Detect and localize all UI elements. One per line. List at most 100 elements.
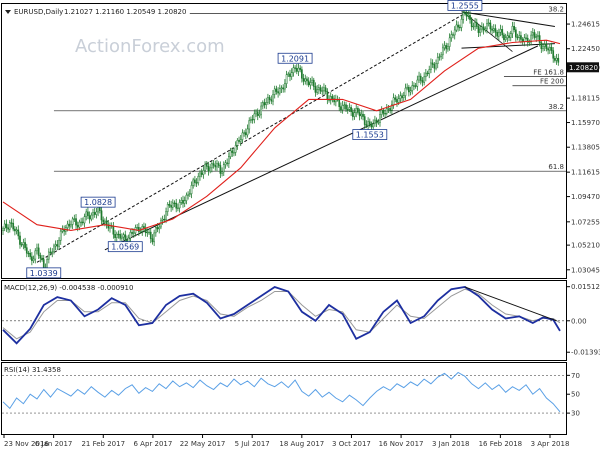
candle-body <box>182 199 184 204</box>
candle-body <box>2 228 4 231</box>
candle-body <box>236 140 239 146</box>
candle-body <box>280 87 283 89</box>
candle-body <box>499 29 502 33</box>
candle-body <box>402 95 405 99</box>
candle-body <box>550 47 553 51</box>
candle-body <box>270 99 273 102</box>
candle-body <box>498 32 500 37</box>
candle-body <box>343 104 346 106</box>
candle-body <box>229 150 232 157</box>
candle-body <box>382 109 385 114</box>
candle-body <box>340 106 342 111</box>
candle-body <box>307 80 310 86</box>
candle-body <box>503 34 505 40</box>
candle-body <box>170 205 172 208</box>
candle-body <box>244 132 247 136</box>
candle-body <box>282 87 285 90</box>
candle-body <box>202 170 205 175</box>
candle-body <box>474 22 476 27</box>
candle-body <box>312 79 315 87</box>
fib-level-label: FE 200 <box>540 78 564 86</box>
candle-body <box>421 80 424 83</box>
candle-body <box>263 102 266 106</box>
candle-body <box>22 242 25 245</box>
candle-body <box>267 97 269 103</box>
rsi-y-tick-label: 50 <box>571 391 580 399</box>
candle-body <box>25 247 28 254</box>
candle-body <box>436 57 439 64</box>
candle-body <box>85 211 88 217</box>
candle-body <box>509 33 512 38</box>
candle-body <box>151 238 154 243</box>
x-tick-label: 3 Apr 2018 <box>531 440 570 448</box>
candle-body <box>455 24 458 31</box>
candle-body <box>115 233 118 238</box>
axis-layer: 1.24615 1.22450 1.20820 1.18115 1.15970 1.138… <box>3 21 600 448</box>
candle-body <box>401 95 403 99</box>
candle-body <box>552 50 555 59</box>
candle-body <box>316 89 319 93</box>
candle-body <box>374 119 376 125</box>
candle-body <box>121 236 123 239</box>
candle-body <box>304 78 307 82</box>
candle-body <box>379 114 381 123</box>
candle-body <box>76 224 79 228</box>
candle-body <box>228 156 230 164</box>
candle-body <box>239 139 242 142</box>
candle-body <box>39 255 42 259</box>
candle-body <box>112 226 115 235</box>
candle-body <box>248 120 251 130</box>
candle-body <box>360 113 363 117</box>
candle-body <box>195 182 198 184</box>
candle-body <box>194 179 196 183</box>
candle-body <box>251 119 254 121</box>
price-annotation-label: 1.2091 <box>281 54 309 63</box>
candle-body <box>177 207 179 210</box>
candle-body <box>58 240 60 247</box>
candle-body <box>518 35 521 38</box>
candle-body <box>346 109 349 111</box>
candle-body <box>233 152 235 154</box>
candle-body <box>333 98 335 103</box>
candle-body <box>256 111 259 116</box>
candle-body <box>423 76 425 83</box>
candle-body <box>285 74 288 84</box>
candle-body <box>290 72 293 77</box>
candle-body <box>93 212 96 215</box>
candle-body <box>107 224 110 229</box>
candle-body <box>273 88 276 95</box>
candle-body <box>188 193 191 196</box>
rsi-y-tick-label: 30 <box>571 410 580 418</box>
rsi-layer <box>2 371 566 414</box>
candle-body <box>431 62 434 65</box>
candle-body <box>491 28 493 31</box>
macd-y-tick-label: -0.013938 <box>571 349 600 357</box>
candle-body <box>250 119 252 121</box>
candle-body <box>351 111 354 117</box>
candle-body <box>406 86 409 89</box>
candle-body <box>397 98 400 103</box>
candle-body <box>102 219 105 223</box>
candle-body <box>27 252 30 255</box>
candle-body <box>54 244 57 247</box>
candle-body <box>24 242 26 248</box>
candle-body <box>53 245 55 253</box>
candle-body <box>426 72 429 75</box>
candle-body <box>163 218 166 221</box>
candle-body <box>365 124 368 126</box>
candle-body <box>464 12 466 14</box>
candle-body <box>46 258 49 268</box>
candle-body <box>472 25 475 28</box>
macd-layer <box>2 286 566 345</box>
candle-body <box>146 231 149 234</box>
price-trendline <box>461 11 555 28</box>
candle-body <box>409 90 412 93</box>
candle-body <box>548 47 551 51</box>
candle-body <box>197 175 200 184</box>
candle-body <box>496 32 499 37</box>
candle-body <box>217 163 220 166</box>
candle-body <box>433 64 436 69</box>
candle-body <box>324 87 327 92</box>
candle-body <box>153 232 155 243</box>
